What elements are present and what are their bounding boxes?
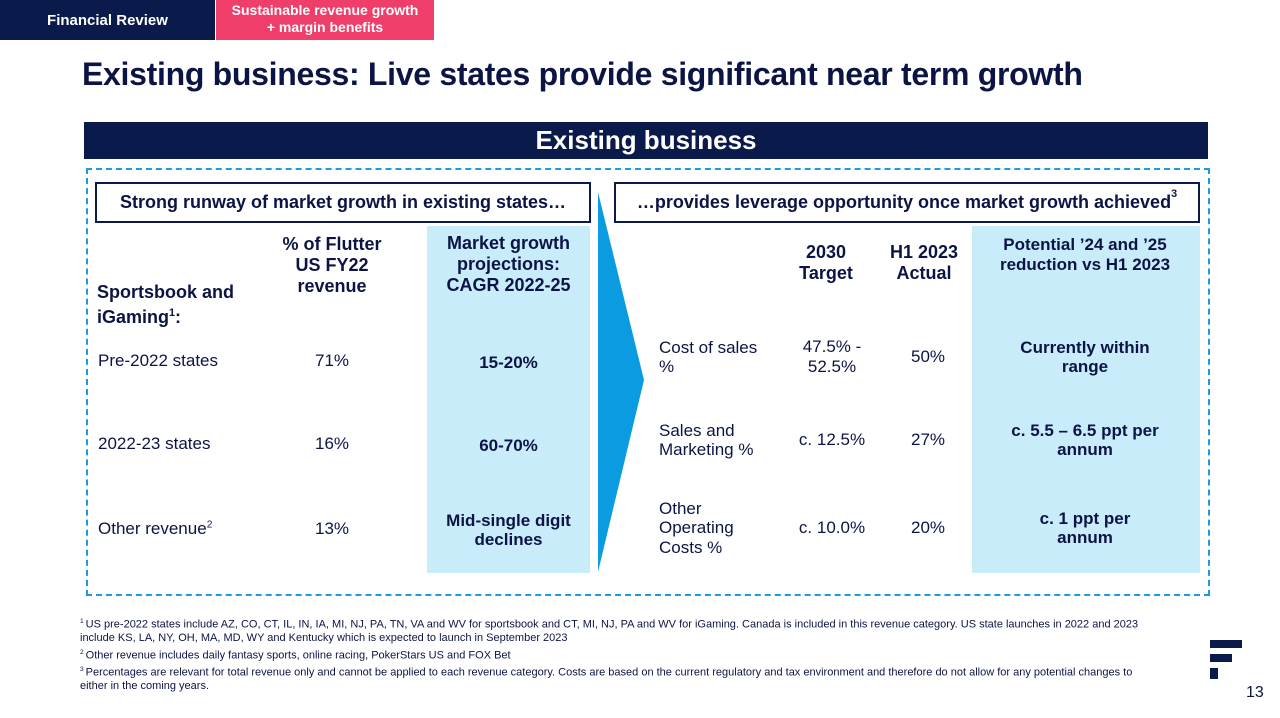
footnote-text: Percentages are relevant for total reven… [80, 666, 1133, 692]
column-header: Potential ’24 and ’25 reduction vs H1 20… [999, 235, 1171, 274]
row-label: Other Operating Costs % [659, 498, 734, 557]
row-label: Pre-2022 states [98, 351, 218, 371]
page-number: 13 [1246, 684, 1264, 701]
footnote: 3 Percentages are relevant for total reve… [80, 663, 1155, 694]
footnote-marker: 1 [80, 618, 84, 625]
section-label: Financial Review [0, 0, 215, 40]
footnote-marker: 3 [80, 665, 84, 673]
tag-label: Sustainable revenue growth + margin bene… [216, 0, 434, 40]
right-heading-text: …provides leverage opportunity once mark… [636, 192, 1172, 212]
row-label-text: 2022-23 states [98, 434, 211, 453]
row-head-text: Sportsbook and iGaming [97, 282, 235, 327]
footnote: 2 Other revenue includes daily fantasy sp… [80, 646, 1155, 663]
left-heading: Strong runway of market growth in existi… [95, 182, 591, 223]
footnote-ref: 1 [169, 307, 176, 319]
row-label-text: Other revenue [98, 519, 207, 538]
row-label: Cost of sales % [659, 337, 758, 377]
right-heading: …provides leverage opportunity once mark… [614, 182, 1200, 223]
row-label: Other revenue2 [98, 519, 212, 539]
target-value: 47.5% - 52.5% [802, 337, 862, 376]
growth-value: 60-70% [479, 435, 538, 455]
reduction-value: c. 5.5 – 6.5 ppt per annum [1011, 421, 1159, 459]
slide-title: Existing business: Live states provide s… [82, 56, 1083, 92]
arrow [598, 192, 644, 572]
footnote: 1 US pre-2022 states include AZ, CO, CT, … [80, 615, 1155, 646]
actual-value: 27% [910, 430, 946, 449]
row-label-text: Pre-2022 states [98, 351, 219, 370]
target-value: c. 10.0% [798, 518, 866, 537]
highlight-column [427, 226, 590, 573]
reduction-value: c. 1 ppt per annum [1039, 509, 1131, 547]
actual-value: 50% [910, 347, 946, 366]
logo-bar [1210, 668, 1218, 679]
target-value: c. 12.5% [798, 430, 866, 449]
share-value: 16% [314, 434, 350, 453]
share-value: 71% [314, 351, 350, 370]
row-label: 2022-23 states [98, 434, 210, 454]
column-header: H1 2023 Actual [889, 242, 959, 283]
footnote-marker: 2 [80, 648, 84, 656]
share-value: 13% [314, 519, 350, 538]
actual-value: 20% [910, 518, 946, 537]
growth-value: 15-20% [479, 352, 538, 372]
highlight-column [972, 226, 1200, 573]
row-head: Sportsbook and iGaming1: [97, 282, 267, 328]
column-header: 2030 Target [799, 242, 853, 283]
footnote-text: Other revenue includes daily fantasy spo… [85, 649, 511, 662]
footnote-ref: 2 [206, 519, 213, 531]
row-head-suffix: : [175, 307, 182, 327]
arrow-shape [598, 192, 644, 572]
footnote-text: US pre-2022 states include AZ, CO, CT, I… [80, 618, 1139, 645]
logo-bar [1210, 654, 1232, 662]
footnote-ref: 3 [1171, 188, 1178, 200]
dashed-frame [86, 168, 1210, 596]
row-label: Sales and Marketing % [659, 420, 754, 460]
reduction-value: Currently within range [1020, 338, 1150, 376]
footnotes: 1 US pre-2022 states include AZ, CO, CT, … [80, 615, 1155, 693]
column-header: % of Flutter US FY22 revenue [282, 234, 382, 296]
logo [1210, 640, 1242, 679]
growth-value: Mid-single digit declines [446, 511, 571, 549]
column-header: Market growth projections: CAGR 2022-25 [446, 233, 571, 295]
logo-bar [1210, 640, 1242, 648]
banner: Existing business [84, 122, 1208, 159]
